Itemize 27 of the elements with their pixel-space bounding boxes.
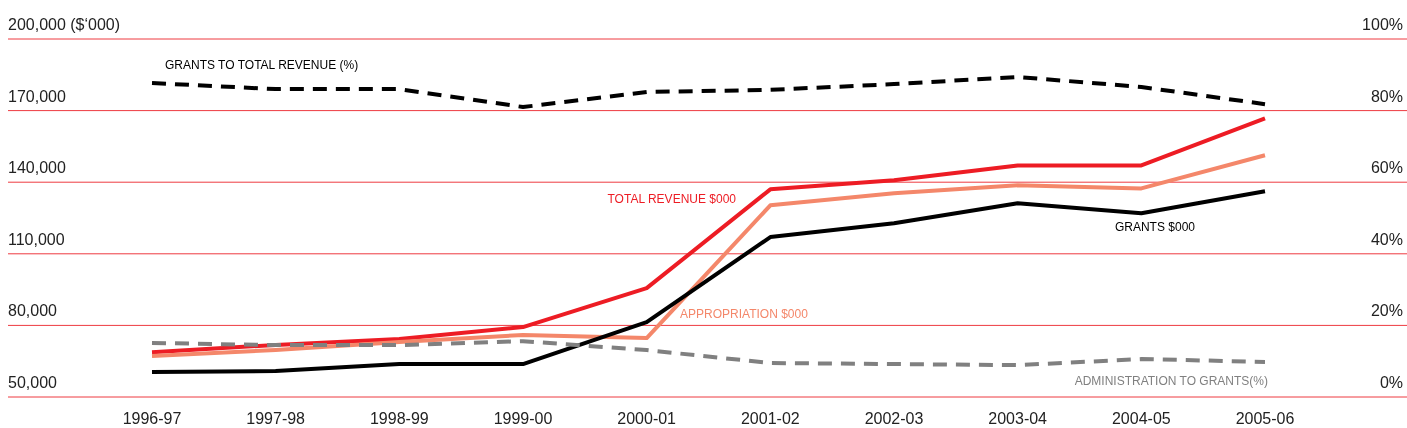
x-tick-label: 1996-97 [122,410,182,427]
x-tick-label: 2000-01 [617,410,677,427]
series-label: TOTAL REVENUE $000 [607,192,737,206]
y2-tick-label: 60% [1370,159,1403,177]
y2-tick-label: 20% [1370,302,1403,320]
series-label: GRANTS $000 [1114,220,1196,234]
series-label: ADMINISTRATION TO GRANTS(%) [1074,374,1268,388]
series-label: GRANTS TO TOTAL REVENUE (%) [165,58,359,72]
x-tick-label: 1998-99 [369,410,429,427]
x-tick-label: 2004-05 [1111,410,1171,427]
y-tick-label: 50,000 [8,374,58,391]
x-tick-label: 2002-03 [864,410,924,427]
x-tick-label: 1999-00 [493,410,553,427]
y-tick-label: 80,000 [8,302,58,320]
x-tick-label: 2005-06 [1235,410,1295,427]
y-tick-label: 140,000 [8,159,66,177]
y-tick-label: 200,000 ($‘000) [8,16,121,33]
y2-tick-label: 100% [1362,16,1403,33]
y-tick-label: 110,000 [8,230,65,248]
x-tick-label: 2003-04 [988,410,1048,427]
series-label: APPROPRIATION $000 [680,307,809,321]
y2-tick-label: 40% [1370,230,1403,248]
y-tick-label: 170,000 [8,87,66,105]
y2-tick-label: 80% [1370,87,1403,105]
x-tick-label: 1997-98 [246,410,306,427]
y2-tick-label: 0% [1379,374,1403,391]
x-tick-label: 2001-02 [740,410,800,427]
